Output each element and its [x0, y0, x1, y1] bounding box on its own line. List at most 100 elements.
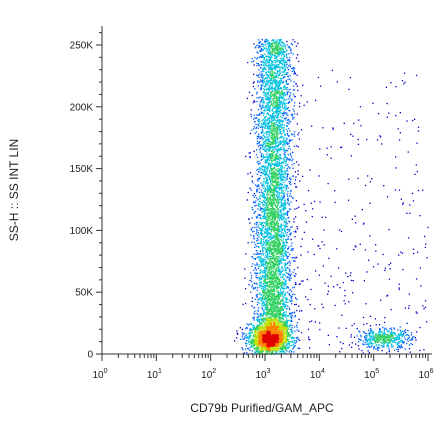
data-point	[276, 60, 278, 62]
data-point	[256, 289, 258, 291]
data-point	[291, 226, 293, 228]
data-point	[282, 136, 285, 138]
data-point	[267, 249, 269, 252]
data-point	[251, 241, 253, 243]
data-point	[265, 350, 267, 352]
data-point	[286, 343, 288, 345]
data-point	[263, 79, 265, 81]
data-point	[268, 170, 271, 173]
data-point	[283, 347, 285, 349]
data-point	[256, 91, 258, 93]
data-point	[364, 332, 367, 335]
data-point	[276, 81, 278, 83]
data-point	[273, 186, 276, 188]
data-point	[264, 241, 266, 243]
data-point	[269, 88, 271, 90]
data-point	[262, 350, 264, 352]
data-point	[378, 331, 380, 334]
data-point	[310, 288, 312, 291]
data-point	[261, 168, 264, 171]
data-point	[371, 339, 374, 341]
data-point	[268, 159, 270, 161]
data-point	[291, 324, 293, 327]
data-point	[272, 163, 274, 166]
data-point	[256, 262, 258, 264]
data-point	[264, 95, 267, 97]
data-point	[399, 347, 401, 349]
data-point	[263, 286, 265, 288]
data-point	[285, 140, 287, 142]
data-point	[281, 258, 283, 260]
data-point	[259, 101, 261, 104]
data-point	[260, 282, 262, 285]
data-point	[275, 241, 278, 244]
data-point	[285, 322, 287, 324]
data-point	[280, 294, 282, 296]
data-point	[265, 161, 268, 163]
data-point	[282, 95, 284, 97]
data-point	[287, 305, 289, 307]
data-point	[279, 141, 282, 143]
data-point	[294, 208, 296, 210]
data-point	[276, 56, 278, 59]
data-point	[289, 275, 291, 277]
data-point	[276, 80, 278, 82]
data-point	[259, 114, 261, 116]
data-point	[250, 272, 252, 274]
data-point	[287, 191, 289, 193]
data-point	[286, 50, 288, 52]
data-point	[263, 122, 265, 124]
data-point	[283, 225, 286, 227]
data-point	[260, 86, 262, 88]
data-point	[275, 75, 278, 78]
data-point	[269, 85, 271, 87]
data-point	[293, 133, 295, 135]
data-point	[280, 226, 282, 228]
data-point	[273, 256, 275, 258]
data-point	[284, 154, 286, 156]
data-point	[285, 287, 287, 289]
data-point	[282, 313, 284, 315]
data-point	[279, 263, 281, 265]
data-point	[288, 340, 290, 342]
data-point	[276, 250, 279, 253]
data-point	[281, 170, 283, 172]
data-point	[369, 328, 372, 330]
data-point	[261, 262, 263, 264]
data-point	[260, 238, 262, 240]
data-point	[235, 337, 238, 339]
data-point	[424, 235, 426, 238]
data-point	[401, 340, 403, 343]
data-point	[298, 330, 300, 332]
data-point	[282, 259, 284, 261]
data-point	[272, 223, 274, 225]
data-point	[267, 126, 269, 128]
data-point	[282, 175, 284, 177]
data-point	[265, 308, 267, 311]
data-point	[371, 329, 373, 332]
data-point	[266, 272, 269, 274]
data-point	[273, 283, 275, 285]
data-point	[336, 284, 338, 286]
data-point	[278, 128, 281, 130]
data-point	[278, 125, 280, 127]
data-point	[281, 349, 283, 351]
data-point	[263, 270, 265, 272]
data-point	[274, 187, 276, 189]
data-point	[284, 212, 286, 214]
data-point	[396, 346, 399, 348]
data-point	[248, 348, 250, 350]
data-point	[259, 269, 262, 271]
data-point	[262, 242, 264, 244]
data-point	[270, 290, 272, 292]
data-point	[279, 83, 281, 85]
data-point	[280, 53, 282, 55]
data-point	[253, 269, 255, 272]
data-point	[269, 116, 271, 119]
data-point	[269, 72, 271, 74]
data-point	[284, 294, 286, 296]
data-point	[285, 150, 287, 152]
data-point	[277, 310, 280, 312]
data-point	[369, 330, 371, 332]
data-point	[285, 99, 287, 101]
